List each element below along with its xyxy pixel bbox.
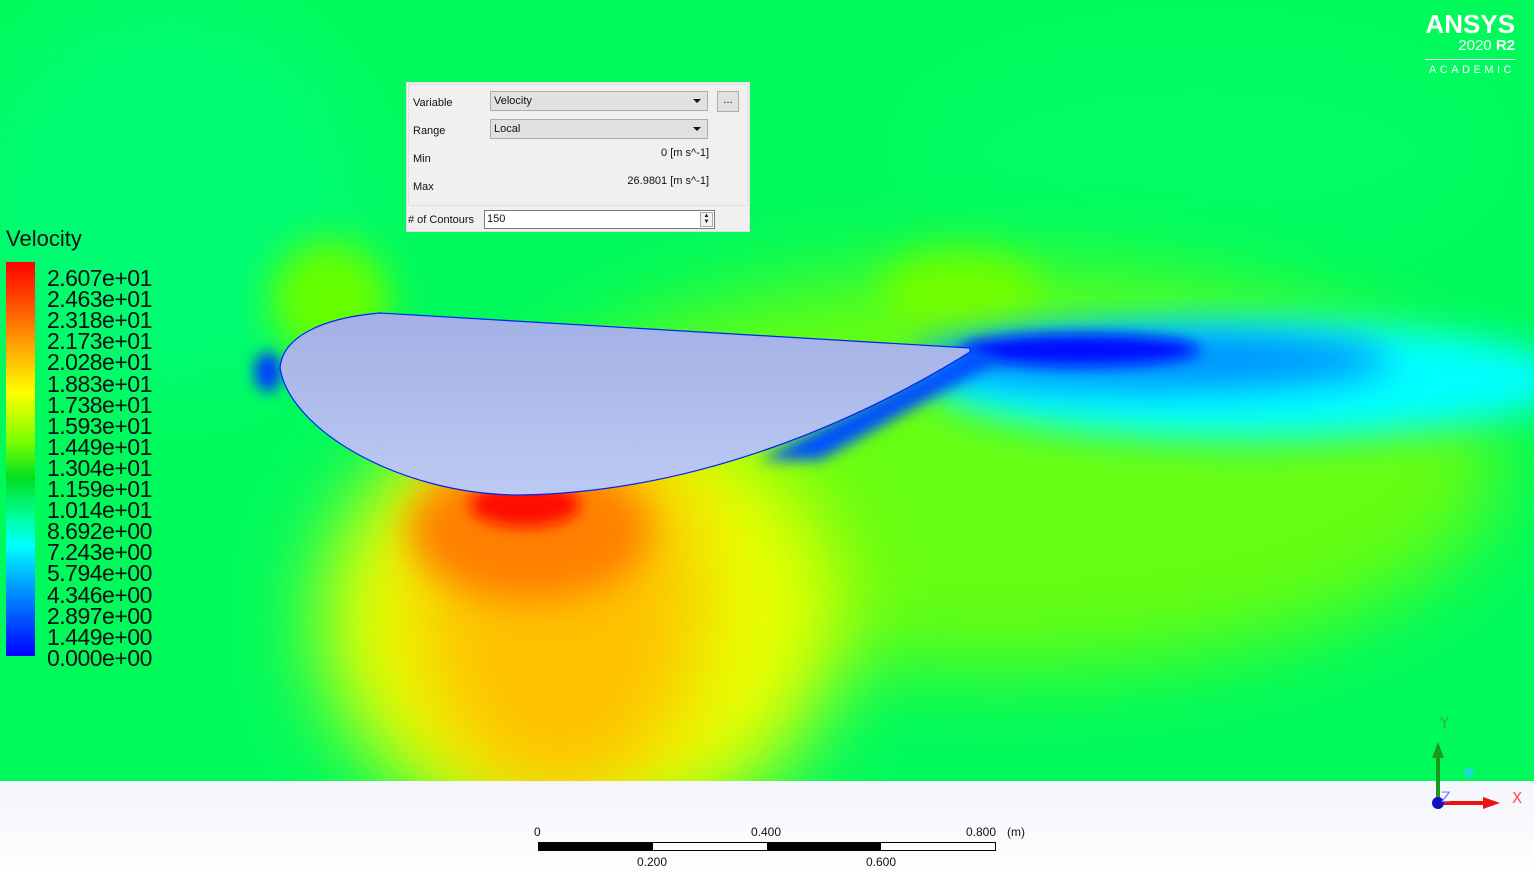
logo-release: R2 [1495, 37, 1515, 54]
range-value: Local [494, 123, 521, 135]
logo-edition: ACADEMIC [1425, 59, 1515, 76]
y-axis-arrowhead [1432, 742, 1444, 758]
max-value: 26.9801 [m s^-1] [627, 175, 709, 187]
velocity-contour-plot [0, 0, 1534, 840]
variable-more-button[interactable]: ... [717, 91, 739, 112]
x-axis-label: X [1512, 789, 1522, 807]
range-dropdown[interactable]: Local [490, 119, 708, 139]
variable-value: Velocity [494, 95, 532, 107]
legend-colorbar [6, 262, 35, 656]
legend-tick-label: 2.318e+01 [47, 307, 152, 334]
min-value: 0 [m s^-1] [661, 147, 709, 159]
scale-label: 0 [534, 825, 541, 839]
legend-tick-label: 8.692e+00 [47, 518, 152, 545]
scale-label: 0.800 [966, 825, 997, 839]
max-label: Max [413, 181, 434, 193]
variable-label: Variable [413, 97, 453, 109]
legend-tick-label: 1.449e+01 [47, 433, 152, 460]
legend-tick-label: 1.883e+01 [47, 370, 152, 397]
z-axis-dot [1432, 797, 1444, 809]
legend-tick-label: 1.593e+01 [47, 412, 152, 439]
airfoil [279, 312, 971, 496]
contours-spinner[interactable]: ▲ ▼ [700, 212, 713, 227]
legend-tick-label: 2.463e+01 [47, 286, 152, 313]
variable-dropdown[interactable]: Velocity [490, 91, 708, 111]
scale-label: 0.600 [866, 855, 897, 869]
y-axis-label: Y [1439, 714, 1450, 732]
logo-version: 2020 [1458, 37, 1492, 54]
legend-tick-label: 0.000e+00 [47, 644, 152, 671]
legend-tick-label: 7.243e+00 [47, 539, 152, 566]
x-axis-arrowhead [1483, 797, 1500, 809]
scale-bar [538, 842, 996, 851]
chevron-down-icon [693, 127, 701, 131]
legend-tick-label: 1.738e+01 [47, 391, 152, 418]
axis-triad[interactable]: Y X Z [1420, 710, 1534, 820]
legend-tick-label: 4.346e+00 [47, 581, 152, 608]
contour-viewport[interactable] [0, 0, 1534, 840]
legend-tick-label: 2.607e+01 [47, 265, 152, 291]
legend-tick-label: 5.794e+00 [47, 560, 152, 587]
ansys-logo: ANSYS 2020 R2 ACADEMIC [1425, 10, 1515, 76]
legend-tick-label: 2.028e+01 [47, 349, 152, 376]
legend-tick-label: 2.173e+01 [47, 328, 152, 355]
scale-area [0, 781, 1534, 876]
contours-input[interactable]: 150 ▲ ▼ [484, 210, 715, 229]
chevron-down-icon [693, 99, 701, 103]
z-axis-label: Z [1441, 790, 1451, 806]
legend-tick-label: 1.159e+01 [47, 476, 152, 502]
range-label: Range [413, 125, 446, 137]
logo-brand: ANSYS [1425, 9, 1515, 39]
rotation-sphere [1464, 768, 1474, 778]
contours-label: # of Contours [408, 214, 475, 226]
scale-label: 0.200 [637, 855, 668, 869]
legend-tick-label: 1.449e+00 [47, 623, 152, 650]
legend-tick-label: 2.897e+00 [47, 602, 152, 629]
legend-tick-label: 1.014e+01 [47, 497, 152, 524]
scale-label: 0.400 [751, 825, 782, 839]
scale-unit: (m) [1007, 825, 1025, 839]
legend-title: Velocity [6, 226, 82, 251]
contour-settings-panel: Variable Velocity ... Range Local Min 0 … [406, 82, 750, 232]
legend-tick-label: 1.304e+01 [47, 454, 152, 481]
contours-value: 150 [487, 213, 506, 225]
min-label: Min [413, 153, 431, 165]
